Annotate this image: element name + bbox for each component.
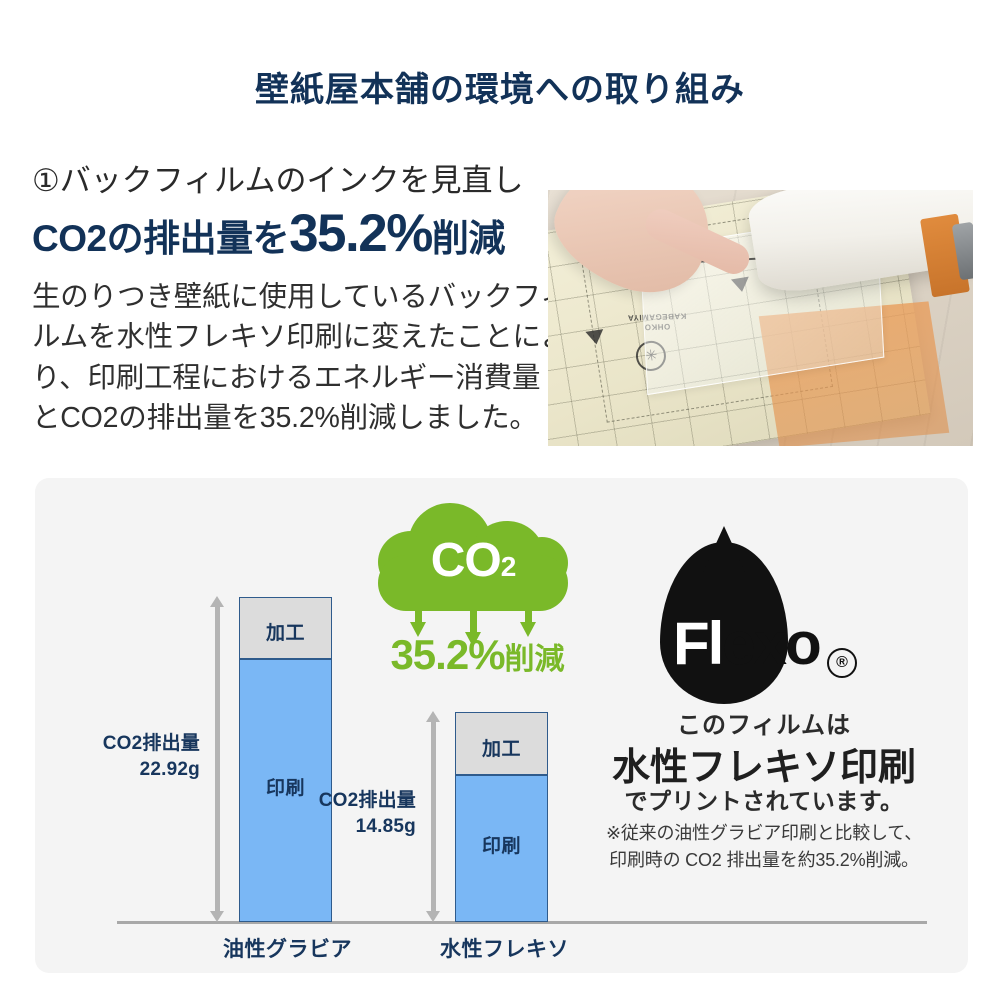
measure-name: CO2排出量 — [318, 790, 416, 811]
section-lead: ①バックフィルムのインクを見直し — [32, 163, 524, 198]
chart-baseline — [117, 921, 927, 924]
wallpaper-film-photo: OHKO KABEGAMIYA — [548, 190, 973, 446]
flexo-caption-line2: 水性フレキソ印刷 — [611, 747, 916, 789]
down-arrow-icon — [410, 603, 427, 637]
headline-prefix: CO2の排出量を — [32, 218, 290, 259]
reduction-value: 35.2% — [390, 631, 505, 678]
body-line: り、印刷工程におけるエネルギー消費量 — [32, 361, 541, 394]
axis-label-oil-gravure: 油性グラビア — [223, 938, 352, 961]
flexo-block: Flexo ® このフィルムは 水性フレキソ印刷 でプリントされています。 ※従… — [595, 520, 933, 870]
arrow-head-up-icon — [210, 596, 224, 607]
ink-drop-icon — [660, 542, 788, 704]
value-label-oil-gravure: CO2排出量 22.92g — [75, 731, 200, 782]
reduction-word: 削減 — [504, 643, 565, 676]
co2-reduction-text: 35.2%削減 — [370, 631, 585, 679]
body-line: とCO2の排出量を35.2%削減しました。 — [32, 402, 538, 435]
body-line: 生のりつき壁紙に使用しているバックフィ — [32, 281, 569, 313]
co2-subscript: 2 — [500, 551, 517, 582]
flexo-wordmark-black: exo — [722, 610, 821, 677]
measure-arrow-oil-gravure — [210, 596, 224, 922]
registered-trademark-icon: ® — [827, 648, 857, 678]
footnote-line: 印刷時の CO2 排出量を約35.2%削減。 — [609, 850, 919, 870]
flexo-wordmark: Flexo — [673, 614, 822, 674]
axis-label-water-flexo: 水性フレキソ — [440, 938, 569, 961]
headline-suffix: 削減 — [431, 218, 506, 259]
footnote-line: ※従来の油性グラビア印刷と比較して、 — [605, 823, 923, 843]
flexo-caption-line1: このフィルムは — [676, 712, 852, 739]
bar-water-flexo-process: 加工 — [455, 712, 548, 775]
flexo-footnote: ※従来の油性グラビア印刷と比較して、 印刷時の CO2 排出量を約35.2%削減… — [595, 820, 933, 874]
arrow-head-up-icon — [426, 711, 440, 722]
bar-water-flexo-print: 印刷 — [455, 775, 548, 922]
body-line: ルムを水性フレキソ印刷に変えたことによ — [32, 321, 570, 354]
measure-arrow-water-flexo — [426, 711, 440, 922]
co2-label: CO2 — [430, 534, 517, 587]
value-label-water-flexo: CO2排出量 14.85g — [291, 788, 416, 839]
co2-cloud-icon: CO2 — [378, 503, 568, 611]
headline-value: 35.2% — [289, 204, 433, 263]
flexo-wordmark-white: Fl — [673, 610, 724, 677]
co2-reduction-block: CO2 35.2%削減 — [370, 503, 585, 683]
arrow-head-down-icon — [426, 911, 440, 922]
page-title: 壁紙屋本舗の環境への取り組み — [255, 71, 745, 109]
bar-oil-gravure-print: 印刷 — [239, 659, 332, 922]
down-arrow-icon — [465, 603, 482, 647]
arrow-shaft — [214, 605, 220, 913]
headline: CO2の排出量を 35.2% 削減 — [32, 204, 552, 263]
segment-label-process: 加工 — [481, 739, 521, 760]
measure-name: CO2排出量 — [102, 733, 200, 754]
segment-label-print: 印刷 — [481, 836, 521, 857]
segment-label-process: 加工 — [265, 623, 305, 644]
measure-value: 22.92g — [139, 758, 200, 780]
body-copy: 生のりつき壁紙に使用しているバックフィ ルムを水性フレキソ印刷に変えたことによ … — [32, 277, 570, 439]
measure-value: 14.85g — [355, 815, 416, 837]
segment-label-print: 印刷 — [265, 778, 305, 799]
arrow-shaft — [430, 720, 436, 913]
arrow-head-down-icon — [210, 911, 224, 922]
flexo-caption-line3: でプリントされています。 — [624, 788, 904, 814]
down-arrow-icon — [520, 603, 537, 637]
bar-oil-gravure-process: 加工 — [239, 597, 332, 659]
